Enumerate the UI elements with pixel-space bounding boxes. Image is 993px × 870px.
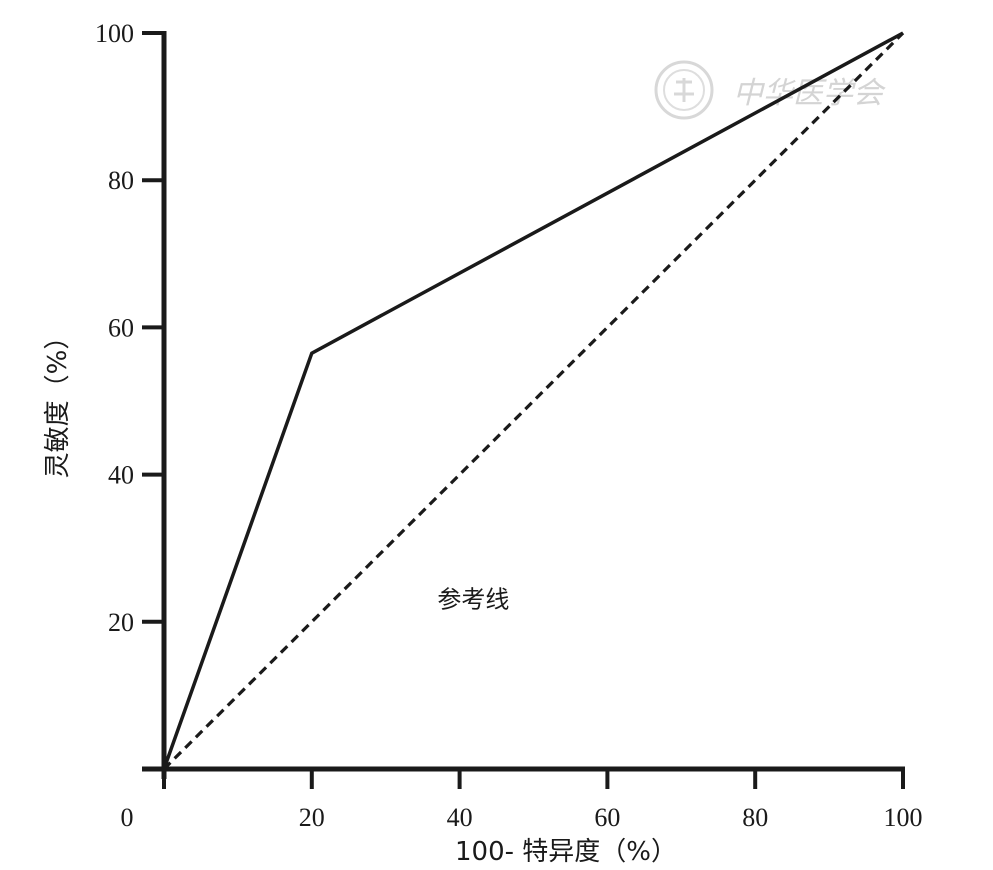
x-tick-label: 40 [447, 803, 473, 832]
x-tick-label: 60 [594, 803, 620, 832]
axes [142, 31, 905, 779]
watermark-seal-icon [654, 60, 714, 120]
y-axis-title: 灵敏度（%） [43, 324, 73, 479]
x-tick-label: 20 [299, 803, 325, 832]
watermark-text: 中华医学会 [733, 76, 886, 111]
labels: 0 20 40 60 80 100 20 40 60 80 100 100- 特异度（%） 灵敏度（%）… [43, 19, 923, 867]
y-tick-label: 40 [108, 461, 134, 490]
ticks [142, 31, 905, 789]
x-axis-title: 100- 特异度（%） [455, 837, 677, 867]
y-tick-label: 20 [108, 608, 134, 637]
y-tick-label: 60 [108, 313, 134, 342]
roc-curve [162, 31, 904, 770]
plot-lines [162, 31, 905, 771]
x-tick-label: 80 [742, 803, 768, 832]
reference-line-label: 参考线 [437, 586, 509, 614]
y-tick-label: 80 [108, 166, 134, 195]
watermark: 中华医学会 [654, 60, 886, 120]
x-tick-label: 0 [121, 803, 134, 832]
x-tick-label: 100 [884, 803, 923, 832]
reference-line [162, 31, 905, 771]
y-tick-label: 100 [95, 19, 134, 48]
